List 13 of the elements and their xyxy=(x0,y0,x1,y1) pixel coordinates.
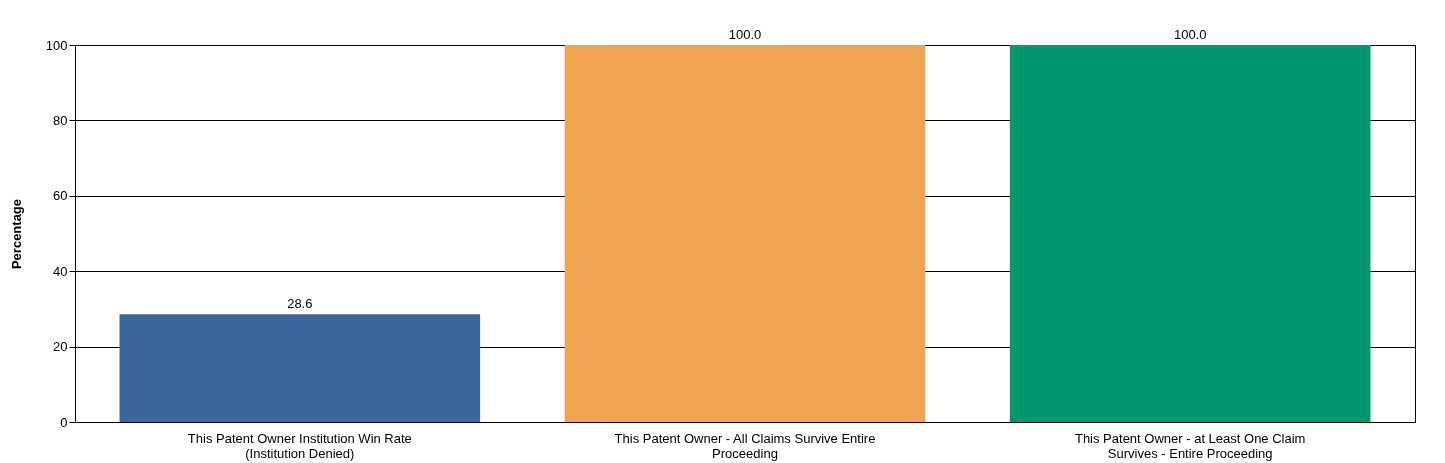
y-tick-label: 100 xyxy=(45,37,68,53)
y-tick-label: 40 xyxy=(53,263,68,279)
y-tick-label: 20 xyxy=(53,339,68,355)
x-tick-label: This Patent Owner - at Least One Claim Survives - Entire Proceeding xyxy=(1074,430,1306,461)
x-tick-label: This Patent Owner Institution Win Rate (Institution Denied) xyxy=(187,430,412,461)
y-tick-label: 60 xyxy=(53,188,68,204)
data-label: 100.0 xyxy=(1173,27,1207,42)
data-label: 28.6 xyxy=(287,296,313,312)
data-label: 100.0 xyxy=(728,27,762,42)
y-axis-title: Percentage xyxy=(8,198,24,270)
y-tick-label: 80 xyxy=(53,112,68,128)
x-tick-label: This Patent Owner - All Claims Survive Entire Proceeding xyxy=(614,430,876,461)
y-tick-label: 0 xyxy=(60,414,68,430)
